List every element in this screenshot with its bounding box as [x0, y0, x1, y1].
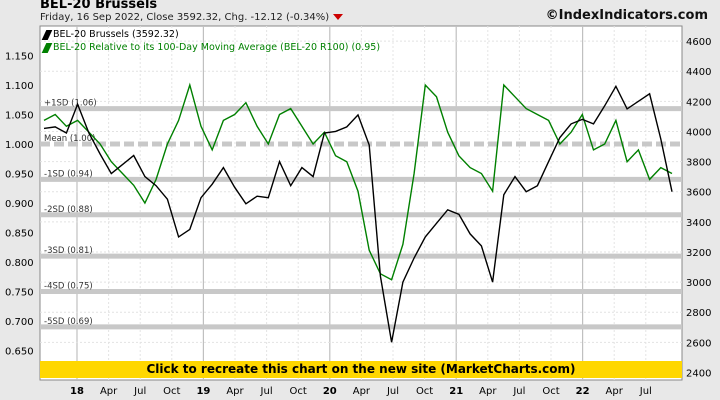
left-tick-label: 0.950 — [5, 170, 34, 181]
grid — [40, 26, 682, 380]
legend-label: BEL-20 Relative to its 100-Day Moving Av… — [53, 42, 381, 53]
x-tick-label: Jul — [639, 386, 652, 397]
x-tick-label: Apr — [100, 386, 118, 397]
x-tick-label: Jul — [512, 386, 525, 397]
left-axis: 0.650 0.700 0.750 0.800 0.850 0.900 0.950 1.000… — [5, 52, 34, 358]
x-tick-label: Apr — [606, 386, 624, 397]
x-tick-label: 21 — [449, 386, 463, 397]
right-tick-label: 4000 — [686, 127, 711, 138]
site-credit[interactable]: ©IndexIndicators.com — [545, 8, 708, 23]
right-tick-label: 4600 — [686, 37, 711, 48]
right-tick-label: 2400 — [686, 368, 711, 379]
right-tick-label: 3400 — [686, 218, 711, 229]
left-tick-label: 0.800 — [5, 258, 34, 269]
right-tick-label: 4400 — [686, 67, 711, 78]
legend-swatch-icon — [41, 29, 53, 40]
x-tick-label: Oct — [163, 386, 180, 397]
chart-subtitle: Friday, 16 Sep 2022, Close 3592.32, Chg.… — [40, 12, 344, 23]
legend-item-r100: BEL-20 Relative to its 100-Day Moving Av… — [41, 41, 381, 54]
series-line-bel20 — [43, 84, 673, 343]
x-tick-label: Apr — [479, 386, 497, 397]
left-tick-label: 0.850 — [5, 229, 34, 240]
x-tick-label: Apr — [226, 386, 244, 397]
legend: BEL-20 Brussels (3592.32) BEL-20 Relativ… — [41, 28, 381, 54]
x-tick-label: Oct — [542, 386, 559, 397]
right-tick-label: 4200 — [686, 97, 711, 108]
x-tick-label: Oct — [290, 386, 307, 397]
sd-band-label: +1SD (1.06) — [44, 99, 97, 109]
x-tick-label: Jul — [133, 386, 146, 397]
chart-title: BEL-20 Brussels — [40, 0, 158, 12]
left-tick-label: 1.050 — [5, 111, 34, 122]
right-tick-label: 3800 — [686, 158, 711, 169]
x-tick-label: 19 — [196, 386, 210, 397]
x-tick-label: Oct — [416, 386, 433, 397]
legend-item-bel20: BEL-20 Brussels (3592.32) — [41, 28, 380, 41]
x-axis: 18 Apr Jul Oct 19 Apr Jul Oct 20 Apr Jul Oct 21 Apr Ju… — [70, 386, 652, 397]
legend-swatch-icon — [41, 42, 53, 53]
x-tick-label: 22 — [576, 386, 590, 397]
sd-band-label: -3SD (0.81) — [44, 246, 93, 256]
sd-band-label: -4SD (0.75) — [44, 282, 93, 292]
right-tick-label: 3600 — [686, 188, 711, 199]
right-tick-label: 2600 — [686, 338, 711, 349]
x-tick-label: 18 — [70, 386, 84, 397]
subtitle-text: Friday, 16 Sep 2022, Close 3592.32, Chg.… — [40, 12, 330, 23]
sd-band-label: -2SD (0.88) — [44, 205, 93, 215]
right-axis: 2400 2600 2800 3000 3200 3400 3600 3800 4000 4200… — [686, 37, 711, 379]
down-arrow-icon — [333, 14, 344, 20]
left-tick-label: 0.650 — [5, 347, 34, 358]
right-tick-label: 3000 — [686, 278, 711, 289]
sd-band-label: -5SD (0.69) — [44, 317, 93, 327]
left-tick-label: 0.900 — [5, 199, 34, 210]
left-tick-label: 0.750 — [5, 288, 34, 299]
right-tick-label: 2800 — [686, 308, 711, 319]
legend-label: BEL-20 Brussels (3592.32) — [53, 29, 179, 40]
sd-band-label: Mean (1.00) — [44, 134, 95, 144]
x-tick-label: Jul — [260, 386, 273, 397]
left-tick-label: 1.100 — [5, 81, 34, 92]
right-tick-label: 3200 — [686, 248, 711, 259]
sd-bands: +1SD (1.06) Mean (1.00) -1SD (0.94) -2SD (0… — [40, 99, 682, 330]
left-tick-label: 0.700 — [5, 317, 34, 328]
x-tick-label: Apr — [353, 386, 371, 397]
x-tick-label: 20 — [323, 386, 337, 397]
x-tick-label: Jul — [386, 386, 399, 397]
series-line-r100 — [43, 82, 673, 281]
recreate-chart-link[interactable]: Click to recreate this chart on the new … — [40, 361, 682, 378]
left-tick-label: 1.000 — [5, 140, 34, 151]
sd-band-label: -1SD (0.94) — [44, 169, 93, 179]
left-tick-label: 1.150 — [5, 52, 34, 63]
